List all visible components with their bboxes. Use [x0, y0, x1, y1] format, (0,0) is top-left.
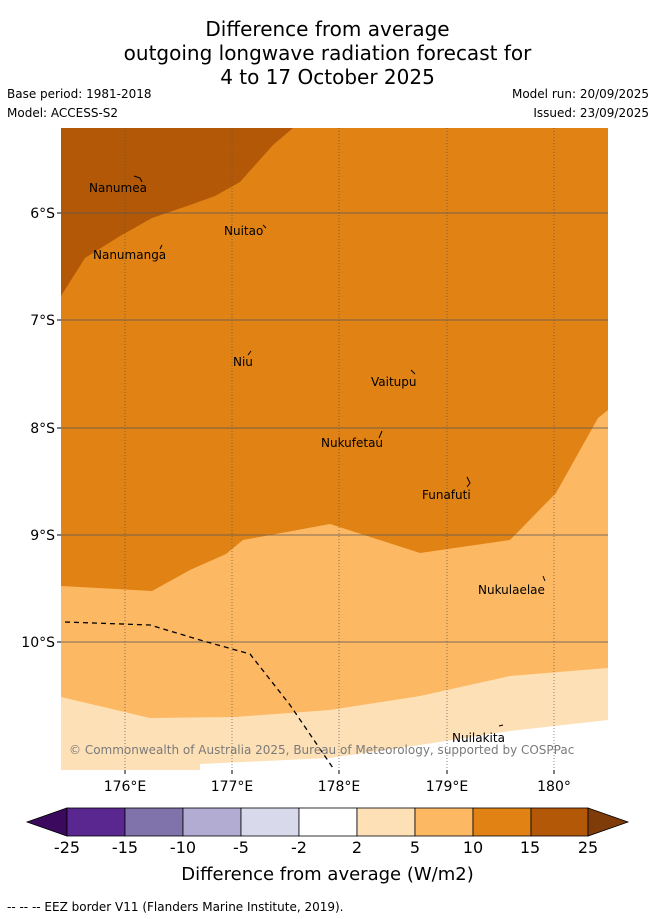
colorbar-swatch	[356, 807, 416, 837]
colorbar-swatch	[182, 807, 242, 837]
colorbar-title: Difference from average (W/m2)	[181, 864, 474, 885]
island-nuilakita-shape	[498, 724, 504, 727]
eez-legend-note: -- -- -- EEZ border V11 (Flanders Marine…	[7, 900, 344, 914]
title-line-1: Difference from average	[205, 17, 450, 41]
colorbar-swatch	[298, 807, 358, 837]
issued-date: Issued: 23/09/2025	[533, 106, 649, 120]
island-niu-shape	[247, 350, 252, 356]
lat-label: 10°S	[21, 635, 55, 651]
lon-label: 176°E	[104, 779, 147, 795]
colorbar	[25, 807, 630, 837]
colorbar-swatch	[472, 807, 532, 837]
island-nanumea-shape	[133, 175, 143, 183]
lat-label: 9°S	[30, 528, 55, 544]
model-name: Model: ACCESS-S2	[7, 106, 119, 120]
colorbar-swatch	[66, 807, 126, 837]
colorbar-tick-label: 5	[409, 838, 421, 857]
colorbar-extend-high	[587, 807, 630, 837]
graticule	[61, 128, 608, 770]
zone-5-10	[61, 410, 608, 770]
zone-15-25	[61, 128, 293, 296]
island-nuitao-shape	[262, 224, 267, 229]
title-line-3: 4 to 17 October 2025	[220, 65, 435, 89]
island-vaitupu-shape	[410, 369, 416, 375]
label-nuilakita: Nuilakita	[452, 731, 505, 745]
island-nanumanga-shape	[159, 244, 163, 250]
lat-label: 7°S	[30, 313, 55, 329]
colorbar-tick-label: -15	[111, 838, 139, 857]
island-nukufetau-shape	[378, 430, 383, 439]
island-funafuti-shape	[466, 476, 471, 488]
label-nanumea: Nanumea	[89, 181, 147, 195]
eez-border	[64, 621, 334, 769]
lon-label: 179°E	[426, 779, 469, 795]
title-line-2: outgoing longwave radiation forecast for	[123, 41, 532, 65]
label-niu: Niu	[233, 355, 253, 369]
copyright-notice: © Commonwealth of Australia 2025, Bureau…	[69, 743, 574, 757]
islands	[133, 175, 546, 727]
lat-label: 6°S	[30, 206, 55, 222]
label-funafuti: Funafuti	[422, 488, 471, 502]
colorbar-swatch	[414, 807, 474, 837]
label-nuitao: Nuitao	[224, 224, 263, 238]
map-panel: Nanumea Nuitao Nanumanga Niu Vaitupu Nuk…	[61, 128, 608, 770]
base-period: Base period: 1981-2018	[7, 87, 152, 101]
colorbar-tick-label: -2	[291, 838, 307, 857]
colorbar-swatch	[240, 807, 300, 837]
colorbar-tick-label: -25	[53, 838, 81, 857]
model-run: Model run: 20/09/2025	[511, 87, 649, 101]
colorbar-tick-label: 15	[519, 838, 541, 857]
axis-ticks	[57, 212, 555, 774]
label-nanumanga: Nanumanga	[93, 248, 166, 262]
colorbar-tick-label: -10	[169, 838, 197, 857]
island-nukulaelae-shape	[542, 575, 546, 582]
label-vaitupu: Vaitupu	[371, 375, 417, 389]
colorbar-tick-label: 2	[351, 838, 363, 857]
colorbar-swatch	[530, 807, 589, 837]
colorbar-tick-label: -5	[233, 838, 249, 857]
lat-label: 8°S	[30, 421, 55, 437]
colorbar-swatch	[124, 807, 184, 837]
label-nukulaelae: Nukulaelae	[478, 583, 545, 597]
colorbar-tick-label: 25	[577, 838, 599, 857]
lon-label: 177°E	[211, 779, 254, 795]
label-nukufetau: Nukufetau	[321, 436, 383, 450]
lon-label: 178°E	[318, 779, 361, 795]
lon-label: 180°	[537, 779, 571, 795]
zone-neutral	[200, 720, 608, 770]
colorbar-tick-label: 10	[462, 838, 484, 857]
colorbar-extend-low	[25, 807, 68, 837]
